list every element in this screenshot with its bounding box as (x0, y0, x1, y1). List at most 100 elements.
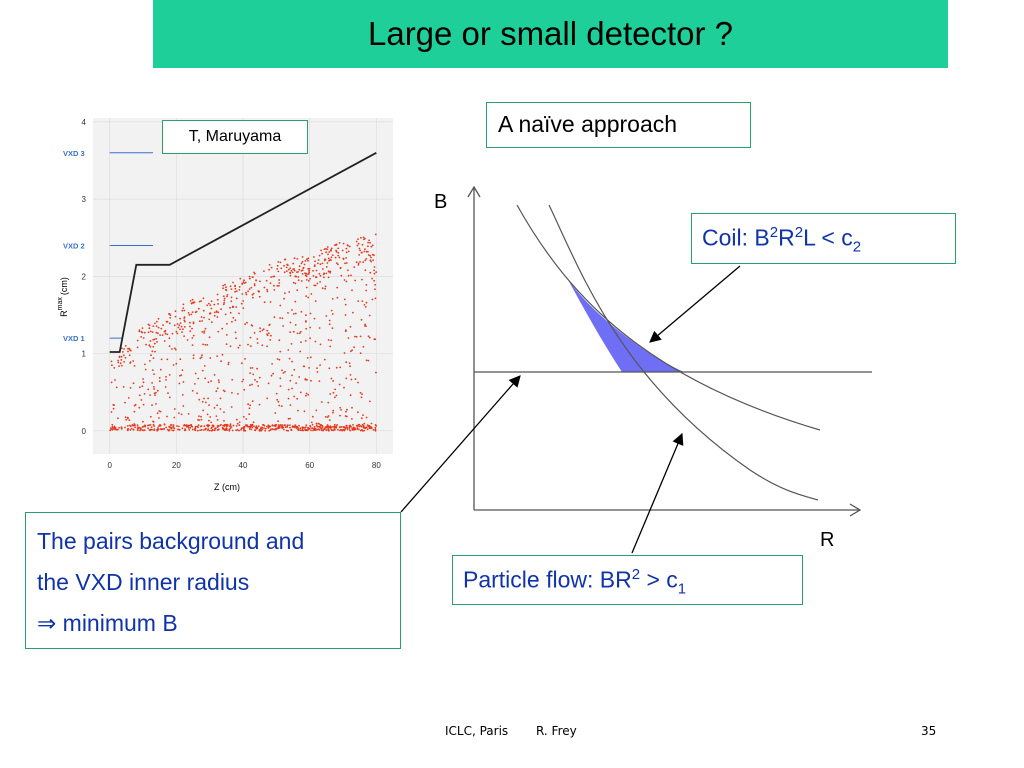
scatter-point (318, 423, 321, 425)
scatter-point (263, 301, 266, 304)
scatter-point (363, 426, 366, 429)
x-tick-label: 40 (239, 461, 248, 470)
scatter-point (223, 411, 225, 413)
scatter-point (332, 380, 335, 382)
scatter-point (361, 278, 363, 281)
scatter-point (350, 274, 352, 277)
scatter-point (259, 330, 261, 333)
scatter-point (216, 355, 219, 357)
scatter-point (303, 410, 306, 413)
scatter-point (367, 335, 370, 338)
scatter-point (210, 307, 213, 310)
scatter-point (224, 429, 227, 431)
scatter-point (335, 250, 338, 253)
scatter-point (331, 429, 333, 432)
scatter-point (349, 365, 351, 368)
scatter-point (248, 277, 251, 280)
scatter-point (304, 427, 306, 429)
scatter-point (206, 413, 209, 416)
scatter-point (284, 292, 286, 295)
scatter-point (200, 415, 202, 418)
scatter-point (375, 271, 378, 273)
scatter-point (276, 284, 279, 287)
scatter-point (309, 424, 311, 427)
scatter-point (168, 345, 171, 348)
scatter-point (238, 312, 240, 315)
scatter-point (182, 381, 185, 383)
scatter-point (165, 320, 168, 323)
scatter-point (191, 311, 194, 313)
scatter-point (369, 241, 371, 244)
scatter-point (373, 269, 375, 272)
scatter-point (290, 428, 293, 431)
scatter-point (160, 327, 163, 330)
naive-approach-text: A naïve approach (498, 111, 678, 137)
scatter-point (111, 425, 114, 428)
scatter-point (307, 272, 310, 275)
scatter-point (172, 425, 175, 428)
scatter-point (123, 348, 125, 350)
scatter-point (344, 314, 347, 316)
scatter-point (253, 332, 256, 334)
scatter-point (273, 425, 276, 427)
scatter-point (305, 295, 308, 297)
scatter-point (266, 345, 268, 348)
scatter-point (262, 328, 265, 330)
scatter-point (158, 410, 161, 412)
scatter-point (304, 378, 307, 380)
scatter-point (238, 421, 241, 423)
scatter-point (201, 369, 204, 372)
scatter-point (210, 380, 213, 383)
scatter-point (111, 364, 113, 367)
y-tick-label: 4 (82, 118, 87, 127)
scatter-point (241, 282, 244, 285)
scatter-point (258, 403, 261, 406)
scatter-point (291, 387, 293, 390)
scatter-point (335, 426, 338, 429)
scatter-point (191, 337, 194, 339)
scatter-point (133, 410, 136, 413)
scatter-point (215, 310, 218, 313)
scatter-point (138, 386, 141, 389)
scatter-point (291, 309, 293, 311)
scatter-point (270, 276, 272, 278)
scatter-point (269, 425, 272, 428)
scatter-point (278, 284, 280, 287)
scatter-point (335, 366, 338, 369)
scatter-point (191, 344, 194, 346)
scatter-point (360, 396, 363, 399)
scatter-point (122, 354, 125, 357)
scatter-point (365, 301, 368, 304)
scatter-point (356, 427, 359, 429)
scatter-point (280, 405, 283, 407)
scatter-point (182, 303, 185, 306)
scatter-point (348, 245, 351, 248)
scatter-point (298, 265, 301, 268)
scatter-point (203, 330, 206, 333)
scatter-point (180, 325, 183, 328)
scatter-point (369, 254, 372, 257)
scatter-point (175, 362, 178, 365)
scatter-point (352, 424, 354, 426)
scatter-point (312, 428, 315, 430)
scatter-point (259, 428, 261, 431)
scatter-point (223, 424, 226, 426)
scatter-point (127, 347, 129, 350)
scatter-point (214, 427, 217, 430)
scatter-point (323, 358, 326, 361)
scatter-point (277, 400, 280, 403)
x-tick-labels: 0 20 40 60 80 (107, 461, 381, 470)
naive-approach-box: A naïve approach (486, 102, 751, 148)
scatter-point (287, 312, 289, 314)
scatter-point (358, 247, 361, 250)
scatter-point (151, 404, 153, 406)
scatter-point (258, 295, 261, 298)
scatter-point (223, 297, 226, 300)
scatter-point (367, 254, 370, 256)
scatter-point (281, 369, 283, 372)
scatter-point (230, 296, 233, 299)
scatter-point (120, 359, 123, 361)
scatter-point (326, 429, 328, 431)
x-tick-label: 80 (372, 461, 381, 470)
scatter-point (302, 365, 305, 368)
